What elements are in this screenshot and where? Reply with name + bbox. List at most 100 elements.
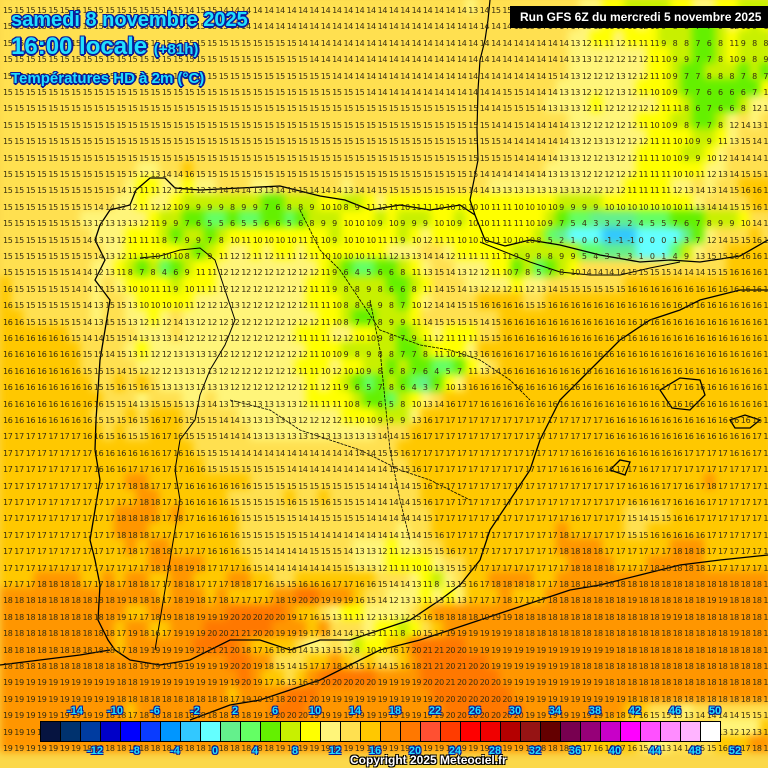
temperature-cell [499, 0, 512, 14]
temperature-value: 16 [718, 334, 728, 343]
temperature-value: 16 [684, 284, 694, 294]
temperature-value: 17 [525, 416, 535, 425]
temperature-value: 0 [649, 235, 655, 245]
temperature-value: 15 [3, 268, 13, 278]
temperature-value: 16 [48, 416, 58, 425]
temperature-value: 5 [547, 235, 553, 245]
temperature-value: 15 [491, 153, 501, 163]
temperature-value: 14 [752, 137, 762, 147]
temperature-value: 11 [309, 235, 319, 245]
temperature-value: 12 [445, 252, 456, 261]
temperature-value: 11 [320, 317, 331, 327]
temperature-value: 0 [661, 235, 667, 245]
temperature-value: 15 [59, 317, 70, 327]
temperature-cell [681, 29, 693, 47]
temperature-value: 16 [752, 399, 762, 409]
temperature-value: 5 [286, 219, 292, 229]
temperature-value: 13 [593, 137, 603, 147]
temperature-value: 10 [173, 301, 183, 311]
temperature-value: 12 [218, 301, 229, 311]
temperature-cell [578, 46, 591, 64]
temperature-value: 15 [150, 88, 161, 97]
temperature-value: 5 [445, 366, 451, 376]
temperature-value: 11 [649, 170, 660, 179]
temperature-value: 11 [593, 104, 603, 114]
temperature-value: 9 [740, 38, 746, 48]
temperature-value: 15 [286, 153, 297, 163]
temperature-value: 15 [161, 153, 172, 163]
temperature-value: 15 [25, 104, 36, 114]
temperature-cell [488, 29, 501, 47]
temperature-value: 8 [388, 301, 394, 311]
temperature-value: 11 [695, 170, 705, 179]
temperature-value: 16 [547, 383, 558, 393]
temperature-value: 17 [457, 416, 467, 425]
temperature-value: 16 [593, 350, 603, 360]
temperature-value: 16 [14, 366, 24, 376]
temperature-value: 16 [672, 301, 683, 311]
temperature-value: 7 [400, 334, 406, 343]
temperature-value: 15 [48, 170, 58, 179]
temperature-value: 16 [661, 317, 671, 327]
temperature-value: 15 [264, 120, 274, 130]
temperature-value: 12 [230, 350, 240, 360]
temperature-value: 11 [139, 350, 149, 360]
temperature-cell [363, 13, 376, 31]
temperature-value: 16 [729, 301, 739, 311]
temperature-value: 16 [150, 432, 161, 442]
temperature-value: 10 [627, 202, 637, 212]
temperature-cell [646, 62, 659, 80]
temperature-value: 16 [706, 383, 717, 393]
temperature-value: 9 [388, 317, 394, 327]
temperature-cell [261, 29, 274, 47]
temperature-value: 15 [740, 170, 751, 179]
temperature-value: 14 [479, 317, 490, 327]
temperature-value: 15 [37, 153, 47, 163]
temperature-value: 10 [354, 334, 365, 343]
temperature-value: 12 [275, 301, 285, 311]
temperature-value: 6 [354, 383, 360, 393]
temperature-cell [715, 29, 727, 47]
temperature-value: 10 [320, 366, 331, 376]
temperature-value: 15 [173, 104, 183, 114]
temperature-value: 8 [150, 268, 156, 278]
temperature-value: 14 [309, 448, 319, 458]
temperature-value: 11 [649, 153, 660, 163]
temperature-value: 12 [604, 170, 615, 179]
temperature-value: 11 [638, 120, 649, 130]
temperature-value: 16 [59, 383, 70, 393]
temperature-value: 15 [116, 301, 127, 311]
temperature-value: 17 [513, 432, 524, 442]
temperature-value: 15 [139, 416, 149, 425]
temperature-value: 10 [672, 153, 683, 163]
temperature-value: 15 [3, 120, 13, 130]
temperature-value: 15 [127, 104, 138, 114]
temperature-value: 14 [559, 38, 569, 48]
temperature-value: 16 [684, 301, 694, 311]
temperature-cell [351, 13, 364, 31]
temperature-value: 13 [264, 399, 274, 409]
temperature-cell [522, 46, 535, 64]
temperature-value: 15 [525, 104, 535, 114]
temperature-value: 14 [411, 55, 422, 65]
temperature-value: 9 [366, 284, 371, 294]
temperature-value: 13 [195, 399, 206, 409]
temperature-value: 16 [740, 317, 751, 327]
temperature-value: 12 [581, 38, 592, 48]
temperature-cell [68, 46, 81, 64]
temperature-value: 15 [14, 153, 24, 163]
temperature-value: 11 [411, 317, 422, 327]
temperature-value: 14 [343, 71, 354, 81]
temperature-value: 11 [309, 383, 319, 393]
temperature-value: 11 [241, 235, 251, 245]
temperature-value: 8 [377, 317, 383, 327]
temperature-value: 16 [706, 334, 717, 343]
temperature-value: 16 [752, 284, 762, 294]
temperature-value: 12 [264, 268, 274, 278]
temperature-value: 14 [366, 71, 376, 81]
temperature-value: 13 [570, 55, 581, 65]
temperature-value: 12 [207, 334, 217, 343]
temperature-value: 16 [729, 432, 739, 442]
